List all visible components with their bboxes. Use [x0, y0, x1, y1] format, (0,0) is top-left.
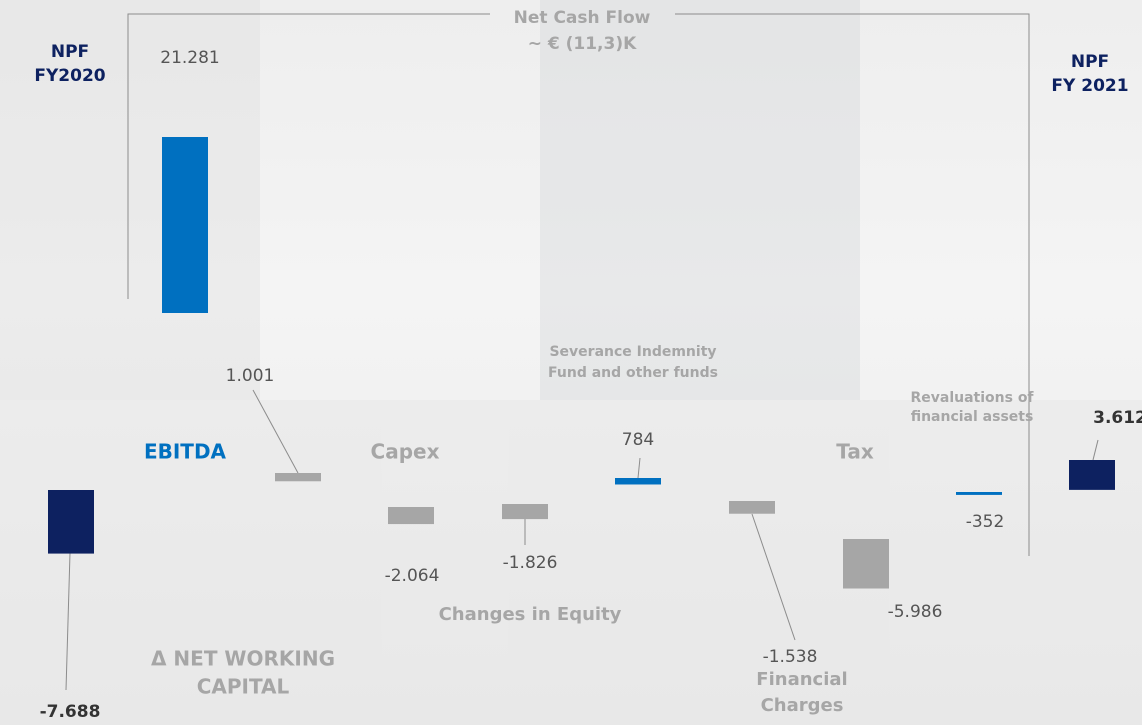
annotation: ~ € (11,3)K [528, 34, 637, 54]
category-label: FY2020 [34, 66, 105, 86]
value-label: -352 [966, 512, 1005, 532]
annotation: Net Cash Flow [514, 8, 651, 28]
category-label: Tax [836, 440, 874, 464]
category-label: CAPITAL [197, 675, 290, 699]
value-label: 3.612 [1093, 408, 1142, 428]
building [0, 0, 260, 725]
category-label: NPF [1071, 52, 1109, 72]
category-label: Fund and other funds [548, 365, 718, 381]
bracket-right [675, 13, 1030, 556]
leader-line [637, 457, 641, 479]
value-label: -7.688 [40, 702, 101, 722]
value-label: 1.001 [226, 366, 275, 386]
value-label: 784 [622, 430, 654, 450]
category-label: FY 2021 [1051, 76, 1128, 96]
leader-line [1092, 439, 1099, 461]
bar [729, 501, 775, 514]
bar [48, 490, 94, 554]
bracket-left [127, 13, 490, 299]
category-label: financial assets [911, 409, 1034, 425]
bar [956, 492, 1002, 495]
category-label: Charges [761, 695, 844, 716]
worker [540, 0, 860, 725]
value-label: -1.826 [503, 553, 558, 573]
bar [1069, 460, 1115, 490]
category-label: Δ NET WORKING [151, 647, 335, 671]
bar [615, 478, 661, 485]
category-label: Changes in Equity [439, 604, 622, 625]
category-label: Financial [756, 669, 847, 690]
leader-line [65, 552, 71, 691]
value-label: -1.538 [763, 647, 818, 667]
bar [275, 473, 321, 482]
leader-line [751, 513, 796, 641]
leader-line [252, 389, 299, 474]
category-label: Capex [371, 440, 440, 464]
bar [388, 507, 434, 525]
value-label: 21.281 [160, 48, 219, 68]
value-label: -2.064 [385, 566, 440, 586]
net-cash-flow-bracket [127, 13, 1030, 556]
category-label: Revaluations of [910, 390, 1034, 406]
category-label: NPF [51, 42, 89, 62]
ground [0, 400, 1142, 725]
bar [162, 137, 208, 313]
category-label: Severance Indemnity [549, 344, 716, 360]
bar [843, 539, 889, 589]
value-label: -5.986 [888, 602, 943, 622]
category-label: EBITDA [144, 440, 227, 464]
bar [502, 504, 548, 520]
